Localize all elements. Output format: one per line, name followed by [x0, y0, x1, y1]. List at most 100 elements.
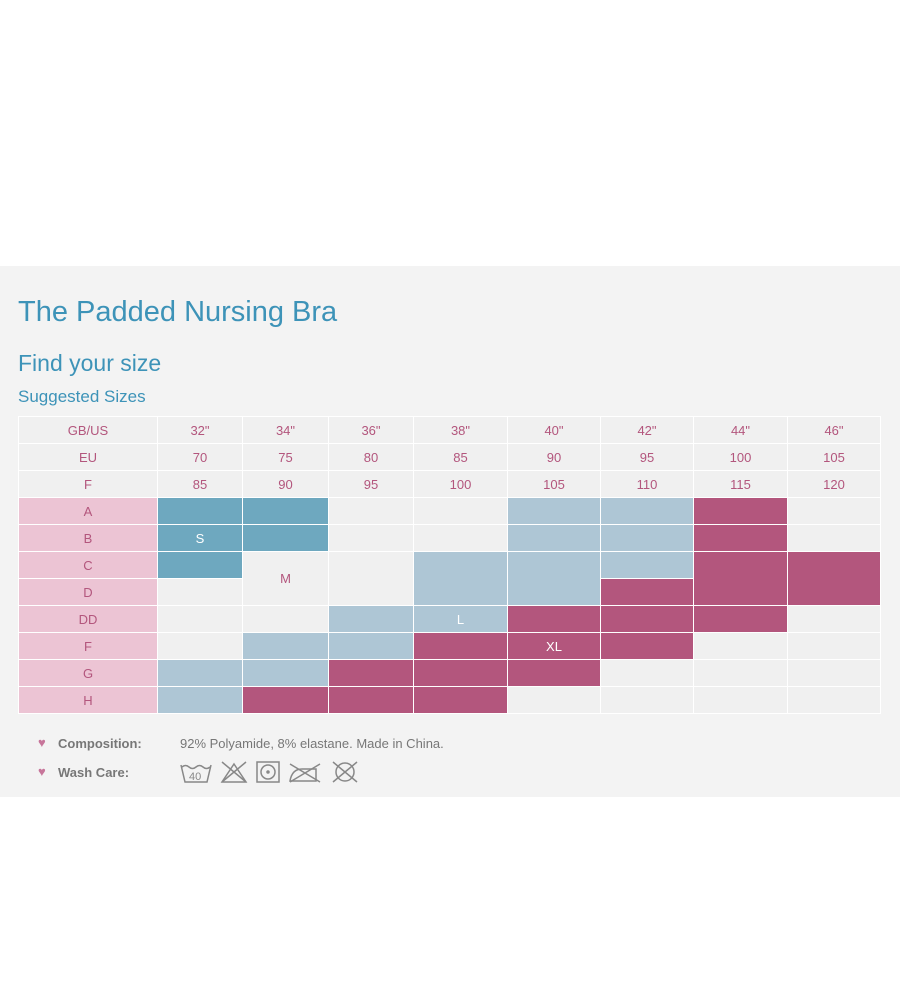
- cup-label: G: [18, 659, 158, 687]
- header-cell: 95: [328, 470, 414, 498]
- size-cell: [693, 632, 788, 660]
- cup-row: D: [18, 578, 881, 606]
- size-cell: [507, 659, 601, 687]
- size-cell: [600, 578, 694, 606]
- header-row: GB/US 32" 34" 36" 38" 40" 42" 44" 46": [18, 416, 881, 444]
- header-cell: 90: [242, 470, 329, 498]
- no-iron-icon: [289, 763, 321, 783]
- size-cell: [413, 659, 508, 687]
- size-cell: [787, 524, 881, 552]
- size-cell: [787, 551, 881, 606]
- header-cell: 105: [787, 443, 881, 471]
- header-cell: 70: [157, 443, 243, 471]
- header-cell: 36": [328, 416, 414, 444]
- size-cell: [242, 605, 329, 633]
- size-cell: S: [157, 524, 243, 552]
- size-cell: [157, 605, 243, 633]
- size-cell: [328, 632, 414, 660]
- cup-label: H: [18, 686, 158, 714]
- size-cell: [787, 605, 881, 633]
- size-cell: [242, 524, 329, 552]
- size-cell: [693, 551, 788, 606]
- size-cell: [693, 659, 788, 687]
- cup-row: DD L: [18, 605, 881, 633]
- cup-row: A: [18, 497, 881, 525]
- cup-label: F: [18, 632, 158, 660]
- size-cell: [507, 686, 601, 714]
- wash-care-label: Wash Care:: [58, 765, 130, 780]
- cup-label: DD: [18, 605, 158, 633]
- header-cell: 115: [693, 470, 788, 498]
- size-chart-table: GB/US 32" 34" 36" 38" 40" 42" 44" 46" EU 70 75 80 85 9…: [18, 416, 881, 714]
- header-cell: 40": [507, 416, 601, 444]
- size-cell: [157, 632, 243, 660]
- header-cell: 100: [693, 443, 788, 471]
- size-cell: XL: [507, 632, 601, 660]
- size-cell: [328, 605, 414, 633]
- svg-text:40: 40: [189, 771, 201, 783]
- no-bleach-icon: [220, 761, 248, 783]
- product-title: The Padded Nursing Bra: [18, 296, 338, 328]
- cup-label: C: [18, 551, 158, 579]
- size-cell: [413, 524, 508, 552]
- size-cell: [693, 686, 788, 714]
- header-cell: 42": [600, 416, 694, 444]
- size-cell: [507, 605, 601, 633]
- header-cell: 100: [413, 470, 508, 498]
- composition-label: Composition:: [58, 736, 142, 751]
- size-cell: [157, 686, 243, 714]
- header-cell: 120: [787, 470, 881, 498]
- header-label: EU: [18, 443, 158, 471]
- size-cell: [600, 686, 694, 714]
- size-cell: [787, 659, 881, 687]
- header-cell: 44": [693, 416, 788, 444]
- size-cell: M: [242, 551, 329, 606]
- size-cell: [328, 497, 414, 525]
- header-cell: 80: [328, 443, 414, 471]
- header-cell: 46": [787, 416, 881, 444]
- header-label: F: [18, 470, 158, 498]
- header-cell: 34": [242, 416, 329, 444]
- size-cell: [600, 632, 694, 660]
- size-cell: [328, 524, 414, 552]
- cup-label: D: [18, 578, 158, 606]
- size-cell: [157, 551, 243, 579]
- size-cell: [242, 659, 329, 687]
- size-cell: [507, 524, 601, 552]
- header-cell: 32": [157, 416, 243, 444]
- header-cell: 85: [157, 470, 243, 498]
- size-cell: [157, 659, 243, 687]
- header-cell: 110: [600, 470, 694, 498]
- size-cell: [693, 524, 788, 552]
- header-row: EU 70 75 80 85 90 95 100 105: [18, 443, 881, 471]
- cup-row: G: [18, 659, 881, 687]
- cup-label: A: [18, 497, 158, 525]
- size-cell: [507, 497, 601, 525]
- size-cell: [787, 686, 881, 714]
- composition-value: 92% Polyamide, 8% elastane. Made in Chin…: [180, 736, 444, 751]
- cup-label: B: [18, 524, 158, 552]
- size-cell: [328, 551, 414, 606]
- size-cell: [242, 686, 329, 714]
- size-cell: [507, 551, 601, 606]
- size-cell: [157, 578, 243, 606]
- size-cell: [413, 686, 508, 714]
- cup-row: H: [18, 686, 881, 714]
- tumble-dry-icon: [256, 761, 280, 783]
- size-cell: [328, 659, 414, 687]
- size-cell: [600, 605, 694, 633]
- size-cell: [693, 605, 788, 633]
- header-cell: 95: [600, 443, 694, 471]
- heart-icon: ♥: [38, 764, 46, 779]
- heart-icon: ♥: [38, 735, 46, 750]
- size-cell: [242, 497, 329, 525]
- cup-row: F XL: [18, 632, 881, 660]
- size-cell: [157, 497, 243, 525]
- size-cell: [787, 632, 881, 660]
- size-cell: [693, 497, 788, 525]
- wash-40-icon: 40: [180, 764, 212, 783]
- header-label: GB/US: [18, 416, 158, 444]
- no-dry-clean-icon: [332, 761, 358, 783]
